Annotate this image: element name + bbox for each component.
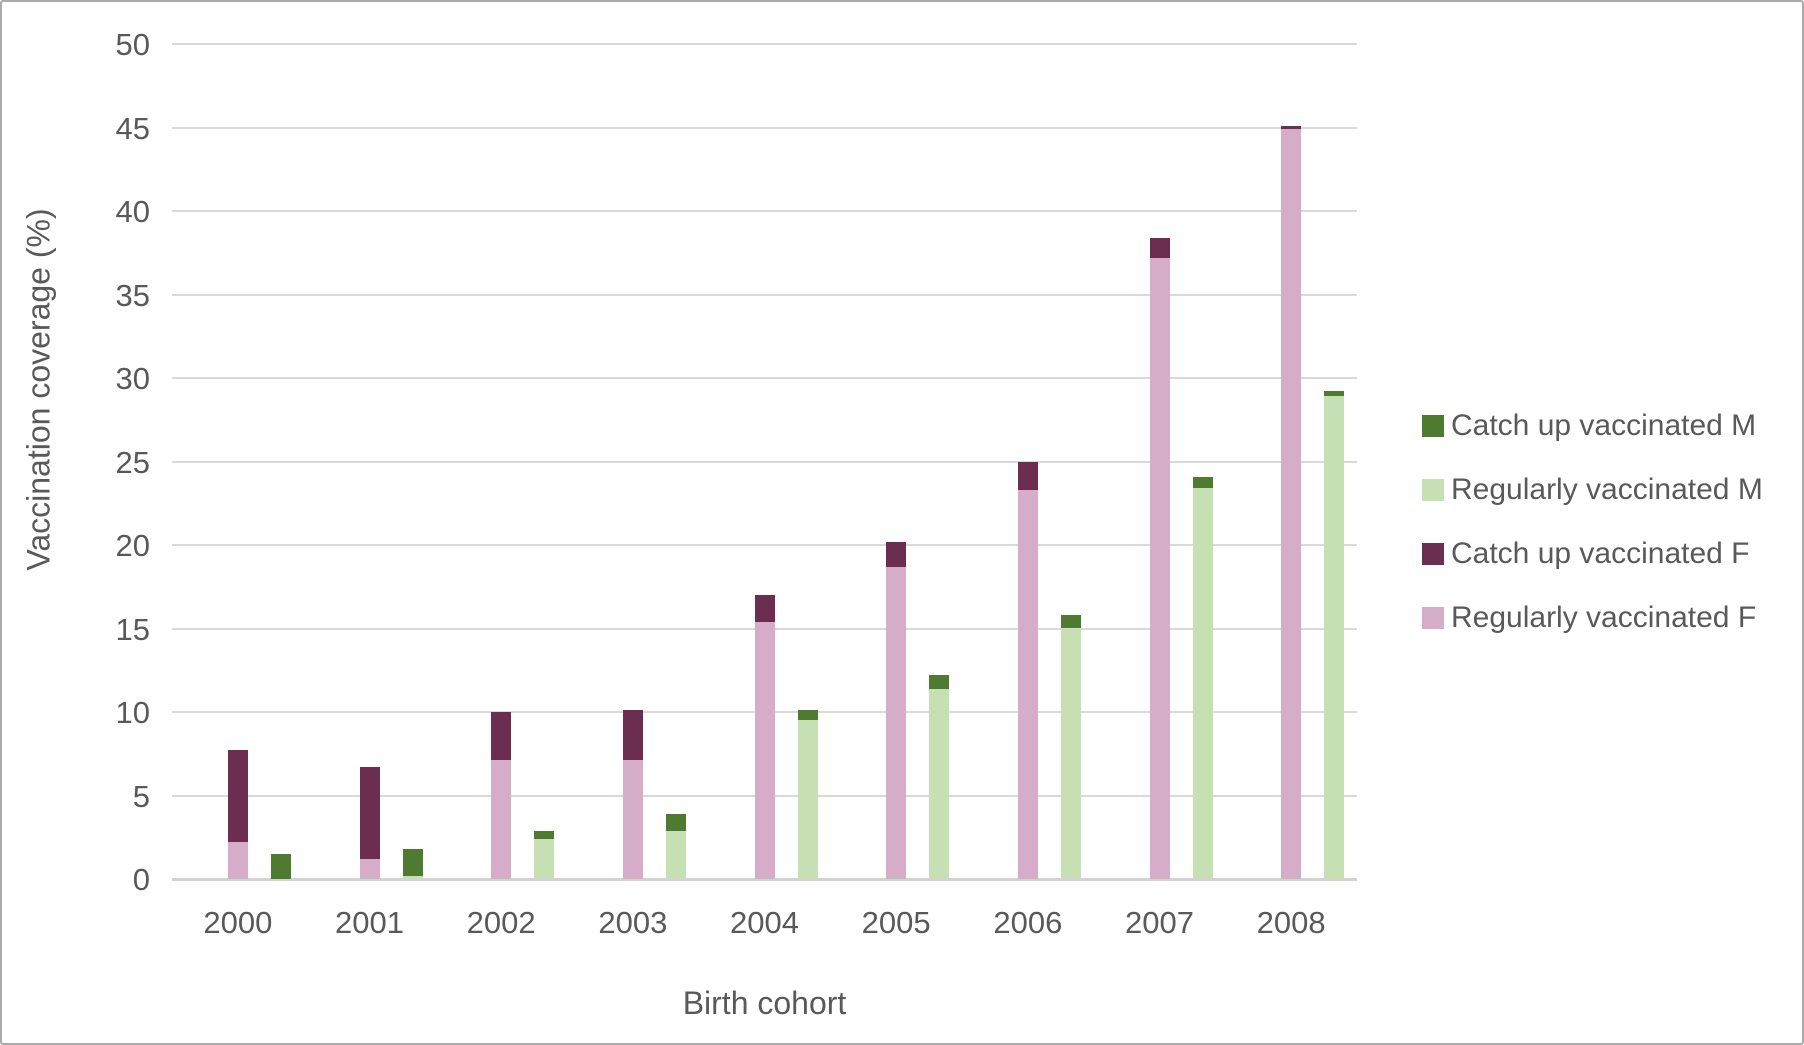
y-tick-label: 40 xyxy=(115,194,150,229)
y-tick-label: 10 xyxy=(115,695,150,730)
gridline xyxy=(172,126,1357,129)
bar-segment-m-2002 xyxy=(534,830,555,839)
bar-segment-f-2006 xyxy=(1017,489,1038,879)
bar-segment-m-2007 xyxy=(1192,488,1213,879)
bar-segment-f-2004 xyxy=(754,595,775,622)
bar-segment-f-2001 xyxy=(359,858,380,879)
bar-segment-m-2004 xyxy=(797,710,818,721)
gridline xyxy=(172,293,1357,296)
legend-swatch-icon xyxy=(1422,479,1444,501)
x-tick-label: 2002 xyxy=(466,905,536,940)
bar-segment-m-2005 xyxy=(929,675,950,689)
y-tick-label: 45 xyxy=(115,110,150,146)
bar-segment-m-2006 xyxy=(1060,615,1081,629)
legend-label: Regularly vaccinated M xyxy=(1451,473,1763,506)
bar-segment-f-2007 xyxy=(1149,257,1170,879)
x-tick-label: 2006 xyxy=(993,905,1063,940)
gridline xyxy=(172,544,1357,546)
gridline xyxy=(172,377,1357,379)
y-tick-label: 30 xyxy=(115,361,150,396)
gridline xyxy=(172,43,1357,45)
legend-swatch-icon xyxy=(1422,415,1444,437)
bar-segment-m-2007 xyxy=(1192,476,1213,489)
bar-segment-f-2005 xyxy=(886,541,907,567)
legend-label: Catch up vaccinated F xyxy=(1451,537,1750,570)
bar-segment-f-2003 xyxy=(622,710,643,761)
bar-segment-f-2007 xyxy=(1149,237,1170,258)
legend-label: Regularly vaccinated F xyxy=(1451,601,1757,634)
y-axis-title: Vaccination coverage (%) xyxy=(20,208,57,571)
bar-segment-m-2002 xyxy=(534,838,555,879)
x-axis-title: Birth cohort xyxy=(682,985,847,1021)
bar-segment-f-2004 xyxy=(754,621,775,879)
x-tick-label: 2005 xyxy=(861,905,931,940)
gridline xyxy=(172,460,1357,463)
bar-segment-m-2005 xyxy=(929,688,950,879)
bar-segment-m-2008 xyxy=(1324,391,1345,397)
y-tick-label: 20 xyxy=(115,528,150,563)
y-tick-label: 25 xyxy=(115,444,150,480)
x-tick-label: 2000 xyxy=(203,905,273,940)
bar-segment-m-2001 xyxy=(402,875,423,879)
bar-segment-f-2000 xyxy=(227,750,248,843)
legend-item: Regularly vaccinated M xyxy=(1422,470,1763,510)
y-tick-label: 50 xyxy=(115,27,150,62)
bar-segment-f-2002 xyxy=(491,712,512,761)
bar-segment-m-2000 xyxy=(270,853,291,879)
y-tick-label: 15 xyxy=(115,611,150,647)
bar-segment-f-2002 xyxy=(491,760,512,879)
bar-segment-m-2006 xyxy=(1060,628,1081,879)
legend-item: Catch up vaccinated M xyxy=(1422,406,1763,446)
x-tick-label: 2001 xyxy=(335,905,404,940)
y-tick-label: 5 xyxy=(132,778,150,814)
bar-segment-f-2006 xyxy=(1017,461,1038,490)
bar-segment-f-2008 xyxy=(1281,125,1302,130)
bar-segment-m-2003 xyxy=(665,813,686,831)
legend-item: Regularly vaccinated F xyxy=(1422,598,1763,638)
y-tick-label: 35 xyxy=(115,277,150,313)
bar-segment-m-2004 xyxy=(797,720,818,879)
x-tick-label: 2007 xyxy=(1125,905,1194,940)
bar-segment-m-2001 xyxy=(402,848,423,876)
x-tick-label: 2004 xyxy=(730,905,799,940)
bar-segment-m-2003 xyxy=(665,830,686,879)
bar-segment-f-2008 xyxy=(1281,129,1302,879)
y-tick-label: 0 xyxy=(132,862,150,897)
bar-segment-f-2003 xyxy=(622,760,643,879)
bar-segment-m-2008 xyxy=(1324,396,1345,879)
bar-segment-f-2005 xyxy=(886,566,907,879)
bar-segment-f-2001 xyxy=(359,767,380,859)
legend-label: Catch up vaccinated M xyxy=(1451,409,1757,442)
legend-swatch-icon xyxy=(1422,543,1444,565)
x-axis-line xyxy=(172,878,1357,881)
x-tick-label: 2008 xyxy=(1256,905,1326,940)
bar-segment-f-2000 xyxy=(227,842,248,879)
x-tick-label: 2003 xyxy=(598,905,668,940)
legend-swatch-icon xyxy=(1422,607,1444,629)
legend: Catch up vaccinated M Regularly vaccinate… xyxy=(1422,406,1763,662)
gridline xyxy=(172,210,1357,212)
legend-item: Catch up vaccinated F xyxy=(1422,534,1763,574)
